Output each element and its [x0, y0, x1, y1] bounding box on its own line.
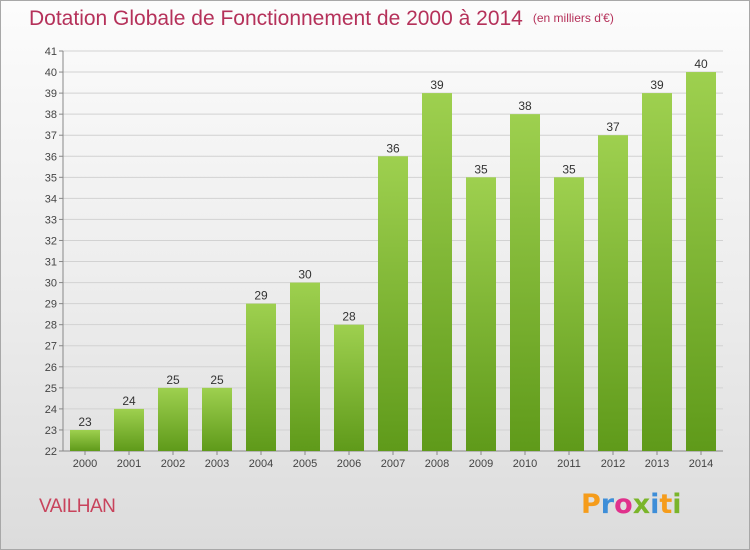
logo-letter: i	[650, 489, 660, 520]
x-tick-labels: 2000 2001 2002 2003 2004 2005 2006 2007 2008 2009…	[73, 458, 713, 470]
x-tick-label: 2005	[293, 458, 317, 470]
y-tick-label: 35	[45, 172, 57, 184]
town-name: VAILHAN	[39, 496, 116, 517]
bar-2004	[246, 303, 276, 451]
data-label-2004: 29	[254, 289, 268, 303]
logo-letter: i	[672, 489, 682, 520]
y-tick-label: 36	[45, 151, 57, 163]
logo-letter: t	[659, 489, 673, 520]
data-labels: 23 24 25 25 29 30 28 36 39 35 38 35 37 39 40	[78, 57, 708, 429]
bar-2013	[642, 93, 672, 452]
x-tick-label: 2006	[337, 458, 361, 470]
x-tick-label: 2001	[117, 458, 141, 470]
bar-2014	[686, 72, 716, 451]
title-text: Dotation Globale de Fonctionnement de 20…	[29, 7, 523, 30]
data-label-2003: 25	[210, 373, 224, 387]
data-label-2006: 28	[342, 310, 356, 324]
bars	[70, 72, 716, 452]
data-label-2012: 37	[606, 120, 620, 134]
logo-letter: x	[632, 489, 651, 520]
y-tick-label: 32	[45, 235, 57, 247]
y-tick-label: 22	[45, 446, 57, 458]
data-label-2013: 39	[650, 78, 664, 92]
x-tick-label: 2008	[425, 458, 449, 470]
y-tick-label: 38	[45, 109, 57, 121]
bar-2011	[554, 177, 584, 451]
data-label-2008: 39	[430, 78, 444, 92]
title-unit: (en milliers d'€)	[532, 11, 614, 25]
y-tick-label: 39	[45, 88, 57, 100]
x-tick-label: 2012	[601, 458, 625, 470]
chart-title: Dotation Globale de Fonctionnement de 20…	[29, 7, 614, 31]
y-tick-label: 40	[45, 67, 57, 79]
logo-letter: r	[600, 489, 615, 520]
y-tick-label: 41	[45, 46, 57, 58]
x-tick-label: 2014	[689, 458, 713, 470]
y-tick-label: 25	[45, 383, 57, 395]
x-tick-label: 2000	[73, 458, 97, 470]
bar-2002	[158, 387, 188, 451]
x-tick-label: 2013	[645, 458, 669, 470]
y-tick-label: 23	[45, 425, 57, 437]
y-tick-label: 27	[45, 341, 57, 353]
y-tick-label: 31	[45, 257, 57, 269]
y-tick-label: 34	[45, 193, 57, 205]
x-tick-label: 2004	[249, 458, 273, 470]
data-label-2001: 24	[122, 394, 136, 408]
x-tick-label: 2003	[205, 458, 229, 470]
data-label-2002: 25	[166, 373, 180, 387]
data-label-2005: 30	[298, 268, 312, 282]
bar-2005	[290, 282, 320, 451]
y-tick-labels: 22 23 24 25 26 27 28 29 30 31 32 33 34 35 36 37 38 39 40 41	[45, 46, 57, 458]
y-tick-label: 24	[45, 404, 57, 416]
y-tick-label: 29	[45, 299, 57, 311]
bar-2000	[70, 429, 100, 451]
y-tick-label: 33	[45, 214, 57, 226]
data-label-2009: 35	[474, 162, 488, 176]
x-tick-label: 2011	[557, 458, 581, 470]
data-label-2007: 36	[386, 141, 400, 155]
y-tick-label: 26	[45, 362, 57, 374]
x-tick-label: 2007	[381, 458, 405, 470]
bar-2008	[422, 93, 452, 452]
bar-2007	[378, 156, 408, 451]
y-tick-label: 28	[45, 320, 57, 332]
bar-2003	[202, 387, 232, 451]
data-label-2000: 23	[78, 415, 92, 429]
x-tick-label: 2010	[513, 458, 537, 470]
data-label-2014: 40	[694, 57, 708, 71]
bar-2010	[510, 114, 540, 451]
logo-letter: P	[581, 489, 601, 520]
y-tick-label: 30	[45, 278, 57, 290]
bar-2006	[334, 324, 364, 451]
bar-2012	[598, 135, 628, 452]
data-label-2010: 38	[518, 99, 532, 113]
x-tick-label: 2009	[469, 458, 493, 470]
bar-2001	[114, 408, 144, 451]
y-tick-label: 37	[45, 130, 57, 142]
x-tick-label: 2002	[161, 458, 185, 470]
proxiti-logo: Proxiti	[581, 489, 682, 520]
data-label-2011: 35	[562, 162, 576, 176]
logo-letter: o	[614, 489, 633, 520]
bar-2009	[466, 177, 496, 451]
